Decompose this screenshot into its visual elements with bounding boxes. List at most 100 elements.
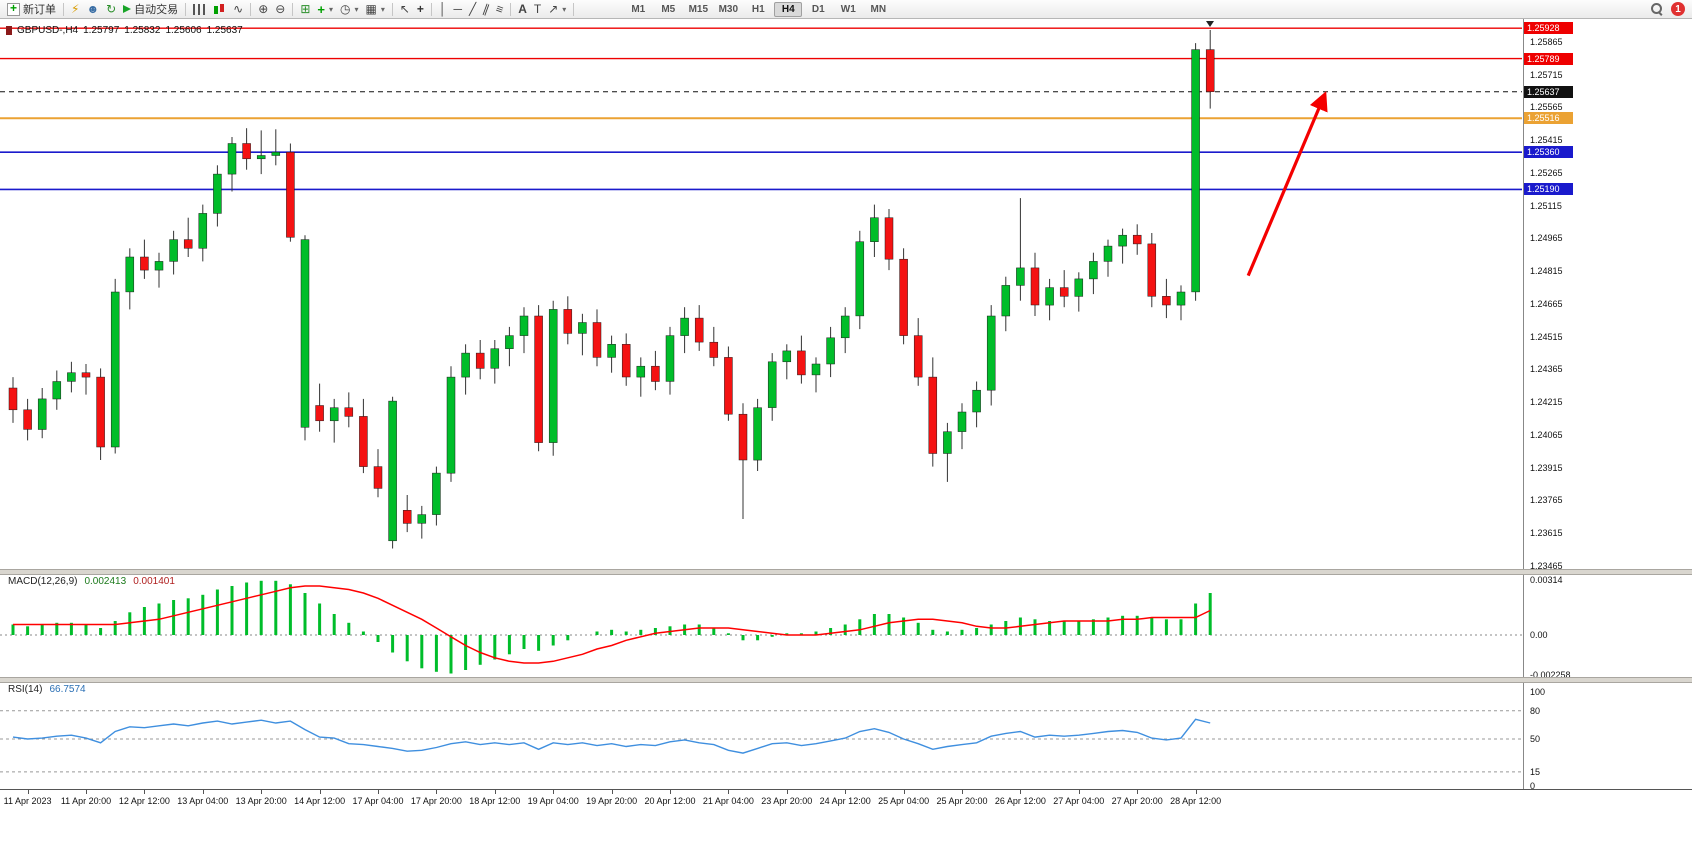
chevron-down-icon: ▾ bbox=[380, 4, 385, 14]
toolbar-separator bbox=[391, 2, 393, 16]
line-chart-icon: ∿ bbox=[233, 1, 244, 16]
time-tick bbox=[319, 790, 321, 794]
rsi-axis-label: 15 bbox=[1530, 766, 1541, 777]
tile-windows-button[interactable]: ⊞ bbox=[297, 1, 313, 18]
quick-trade-button[interactable]: ⚡ bbox=[68, 1, 82, 18]
timeframe-button-m5[interactable]: M5 bbox=[661, 3, 676, 15]
price-tick-label: 1.24365 bbox=[1530, 364, 1563, 375]
price-tick-label: 1.24665 bbox=[1530, 298, 1563, 309]
rsi-line bbox=[12, 718, 1211, 754]
timeframe-button-h1[interactable]: H1 bbox=[751, 3, 765, 15]
price-tick-label: 1.23465 bbox=[1530, 560, 1563, 571]
timeframe-button-w1[interactable]: W1 bbox=[840, 3, 856, 15]
candlestick-chart-button[interactable] bbox=[210, 1, 229, 18]
lightning-icon: ⚡ bbox=[71, 1, 80, 16]
crosshair-button[interactable]: + bbox=[414, 1, 427, 18]
cursor-icon: ↖ bbox=[399, 1, 410, 16]
zoom-out-button[interactable]: ⊖ bbox=[272, 1, 288, 18]
tile-windows-icon: ⊞ bbox=[300, 1, 311, 16]
panel-separator-2[interactable] bbox=[0, 677, 1692, 683]
zoom-in-button[interactable]: ⊕ bbox=[255, 1, 271, 18]
text-button[interactable]: A bbox=[515, 1, 530, 18]
vertical-line-button[interactable]: │ bbox=[436, 1, 450, 18]
price-marker: 1.25789 bbox=[1524, 52, 1573, 65]
price-tick-label: 1.24815 bbox=[1530, 266, 1563, 277]
refresh-button[interactable]: ↻ bbox=[103, 1, 119, 18]
search-icon[interactable] bbox=[1650, 2, 1664, 16]
price-scale[interactable]: 1.25865 1.25715 1.25565 1.25415 1.25265 1.251… bbox=[1523, 19, 1692, 791]
low-value: 1.25606 bbox=[165, 25, 202, 36]
price-marker: 1.25516 bbox=[1524, 112, 1573, 125]
time-tick bbox=[1078, 790, 1080, 794]
timeframe-button-m1[interactable]: M1 bbox=[631, 3, 646, 15]
zoom-out-icon: ⊖ bbox=[275, 1, 286, 16]
price-tick-label: 1.25115 bbox=[1530, 200, 1562, 211]
notification-badge[interactable]: 1 bbox=[1671, 2, 1685, 16]
indicators-button[interactable]: + ▾ bbox=[314, 1, 336, 18]
clock-icon: ◷ bbox=[340, 1, 351, 16]
time-axis-label: 27 Apr 04:00 bbox=[1053, 796, 1105, 806]
arrows-menu-button[interactable]: ↗ ▾ bbox=[545, 1, 569, 18]
time-tick bbox=[494, 790, 496, 794]
trend-arrow-object[interactable] bbox=[1246, 91, 1328, 277]
high-value: 1.25832 bbox=[124, 25, 161, 36]
horizontal-line-button[interactable]: ─ bbox=[450, 1, 465, 18]
rsi-label: RSI(14) 66.7574 bbox=[8, 684, 86, 695]
price-tick-label: 1.23915 bbox=[1530, 462, 1563, 473]
template-menu-button[interactable]: ▦ ▾ bbox=[363, 1, 388, 18]
bar-chart-button[interactable] bbox=[190, 1, 209, 18]
symbol-period-label: GBPUSD-,H4 bbox=[17, 25, 79, 36]
time-tick bbox=[728, 790, 730, 794]
timeframe-button-m15[interactable]: M15 bbox=[688, 3, 709, 15]
rsi-axis-label: 100 bbox=[1530, 687, 1546, 697]
autotrading-button[interactable]: 自动交易 bbox=[120, 1, 181, 18]
chevron-down-icon: ▾ bbox=[328, 4, 333, 14]
rsi-name: RSI(14) bbox=[8, 684, 43, 695]
time-axis-label: 19 Apr 20:00 bbox=[586, 796, 638, 806]
rsi-axis-label: 80 bbox=[1530, 705, 1541, 716]
chart-ohlc-header: GBPUSD-,H4 1.25797 1.25832 1.25606 1.256… bbox=[6, 25, 243, 36]
macd-main-value: 0.002413 bbox=[84, 576, 127, 587]
time-axis-label: 13 Apr 04:00 bbox=[177, 796, 229, 806]
macd-signal-value: 0.001401 bbox=[133, 576, 175, 587]
accounts-button[interactable]: ☻ bbox=[83, 1, 102, 18]
add-indicator-icon: + bbox=[317, 1, 325, 17]
panel-separator-1[interactable] bbox=[0, 569, 1692, 575]
fibonacci-button[interactable]: ≡ bbox=[493, 1, 506, 18]
time-tick bbox=[553, 790, 555, 794]
candlestick-icon bbox=[213, 3, 226, 16]
toolbar-separator bbox=[250, 2, 252, 16]
time-scale[interactable]: 11 Apr 2023 11 Apr 20:00 12 Apr 12:00 13 Ap… bbox=[0, 789, 1692, 816]
rsi-axis-label: 0 bbox=[1530, 781, 1536, 791]
price-tick-label: 1.25715 bbox=[1530, 69, 1563, 80]
new-order-button[interactable]: 新订单 bbox=[4, 1, 59, 18]
macd-name: MACD(12,26,9) bbox=[8, 576, 78, 587]
text-label-button[interactable]: T bbox=[531, 1, 544, 18]
period-menu-button[interactable]: ◷ ▾ bbox=[337, 1, 362, 18]
time-tick bbox=[261, 790, 263, 794]
rsi-axis-label: 50 bbox=[1530, 734, 1541, 744]
text-label-icon: T bbox=[533, 1, 542, 16]
trendline-button[interactable]: ╱ bbox=[466, 1, 479, 18]
toolbar-separator bbox=[430, 2, 432, 16]
cursor-button[interactable]: ↖ bbox=[397, 1, 413, 18]
time-axis-label: 11 Apr 20:00 bbox=[60, 796, 112, 806]
time-axis-label: 26 Apr 12:00 bbox=[994, 796, 1046, 806]
timeframe-button-mn[interactable]: MN bbox=[870, 3, 887, 15]
time-axis-label: 17 Apr 04:00 bbox=[352, 796, 404, 806]
time-axis-label: 18 Apr 12:00 bbox=[469, 796, 521, 806]
price-tick-label: 1.24515 bbox=[1530, 331, 1563, 342]
chevron-down-icon: ▾ bbox=[354, 4, 359, 14]
price-tick-label: 1.24215 bbox=[1530, 397, 1563, 408]
text-icon: A bbox=[518, 1, 527, 16]
time-tick bbox=[144, 790, 146, 794]
timeframe-button-m30[interactable]: M30 bbox=[718, 3, 739, 15]
line-chart-button[interactable]: ∿ bbox=[230, 1, 246, 18]
toolbar-separator bbox=[63, 2, 64, 16]
macd-label: MACD(12,26,9) 0.002413 0.001401 bbox=[8, 576, 175, 587]
timeframe-button-d1[interactable]: D1 bbox=[811, 3, 825, 15]
timeframe-button-h4[interactable]: H4 bbox=[774, 1, 803, 17]
time-tick bbox=[1195, 790, 1197, 794]
channel-button[interactable]: ∥ bbox=[480, 1, 492, 18]
price-tick-label: 1.25865 bbox=[1530, 37, 1563, 47]
